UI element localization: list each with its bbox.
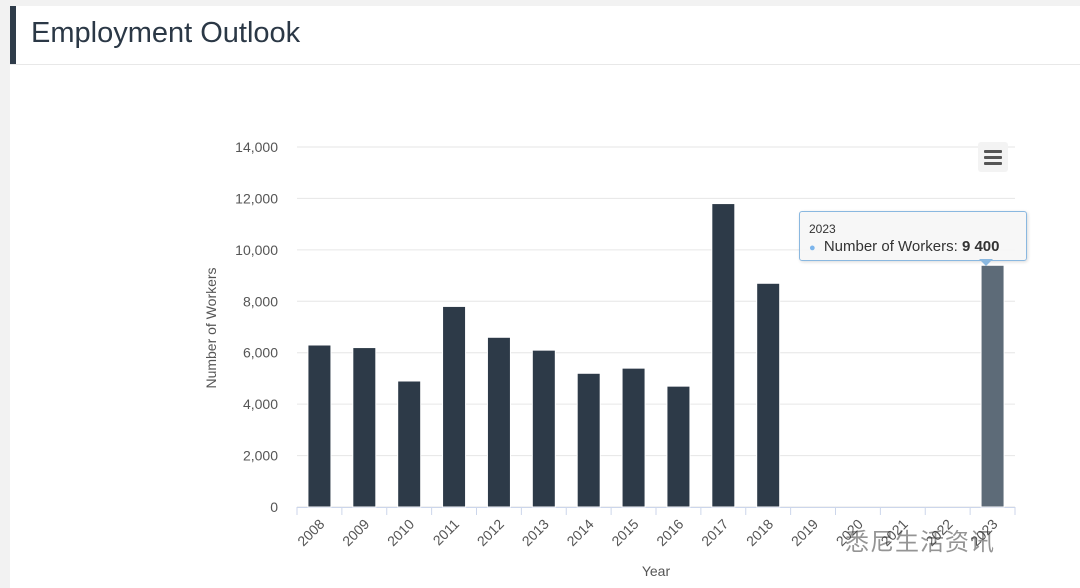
x-tick-label: 2012 (474, 516, 507, 549)
tooltip-year: 2023 (809, 222, 836, 236)
y-tick-label: 2,000 (243, 448, 278, 464)
hamburger-menu-icon (984, 162, 1002, 165)
x-tick-label: 2018 (743, 516, 776, 549)
x-tick-label: 2015 (608, 516, 641, 549)
series-dot-icon: ● (809, 242, 816, 254)
hamburger-menu-icon (984, 156, 1002, 159)
y-tick-label: 10,000 (235, 242, 278, 258)
y-tick-label: 6,000 (243, 345, 278, 361)
title-bar: Employment Outlook (10, 6, 1080, 65)
x-tick-label: 2017 (698, 516, 731, 549)
y-tick-label: 8,000 (243, 293, 278, 309)
x-tick-label: 2011 (430, 516, 463, 549)
tooltip-line: ● Number of Workers: 9 400 (809, 238, 999, 255)
bar-2023[interactable] (980, 264, 1005, 508)
y-axis-ticks: 0 2,000 4,000 6,000 8,000 10,000 12,000 14,000 (235, 139, 278, 515)
bar-2016[interactable] (666, 385, 691, 508)
y-tick-label: 14,000 (235, 139, 278, 155)
bar-2013[interactable] (531, 349, 556, 508)
bar-2010[interactable] (397, 380, 422, 508)
x-tick-label: 2016 (653, 516, 686, 549)
watermark: 悉尼生活资讯 (845, 529, 995, 556)
y-axis-title: Number of Workers (203, 267, 219, 388)
bars (307, 203, 1005, 508)
page-title: Employment Outlook (31, 17, 301, 49)
tooltip-series-label: Number of Workers: (823, 238, 958, 255)
x-axis-title: Year (642, 563, 671, 579)
tooltip-pointer (979, 259, 993, 266)
x-tick-label: 2014 (563, 516, 596, 549)
hamburger-menu-icon (984, 150, 1002, 153)
bar-2008[interactable] (307, 344, 332, 508)
y-tick-label: 4,000 (243, 396, 278, 412)
x-tick-label: 2008 (294, 516, 327, 549)
chart-tooltip: 2023 ● Number of Workers: 9 400 (799, 211, 1027, 261)
bar-2011[interactable] (442, 305, 467, 508)
y-tick-label: 12,000 (235, 190, 278, 206)
bar-2012[interactable] (486, 336, 511, 508)
chart-menu-button[interactable] (978, 142, 1008, 172)
x-tick-label: 2019 (788, 516, 821, 549)
x-tick-label: 2009 (339, 516, 372, 549)
bar-2018[interactable] (756, 282, 781, 508)
bar-2015[interactable] (621, 367, 646, 508)
title-accent (10, 6, 16, 64)
x-tick-label: 2013 (519, 516, 552, 549)
bar-2009[interactable] (352, 347, 377, 508)
y-tick-label: 0 (270, 499, 278, 515)
tooltip-value: 9 400 (961, 238, 1000, 255)
bar-2017[interactable] (711, 203, 736, 508)
bar-2014[interactable] (576, 372, 601, 508)
x-tick-label: 2010 (384, 516, 417, 549)
